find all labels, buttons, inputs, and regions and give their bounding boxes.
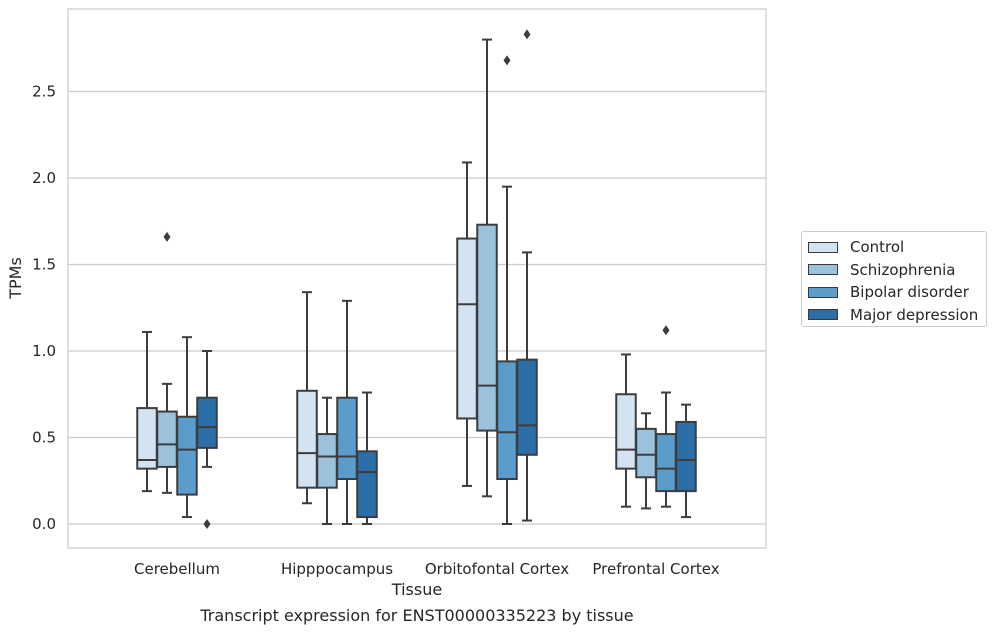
x-tick-label: Orbitofontal Cortex (425, 560, 569, 578)
legend-item: Bipolar disorder (808, 281, 980, 304)
box-cerebellum (156, 231, 178, 494)
box-orbitofontal-cortex (476, 38, 498, 498)
x-tick-label: Hipppocampus (281, 560, 393, 578)
plot-frame (67, 8, 767, 549)
iqr-box (655, 433, 677, 493)
box-orbitofontal-cortex (496, 55, 518, 525)
legend-item: Major depression (808, 304, 980, 327)
box-hipppocampus (336, 299, 358, 525)
legend-swatch (808, 264, 838, 276)
box-cerebellum (136, 330, 158, 493)
box-hipppocampus (296, 291, 318, 505)
iqr-box (496, 360, 518, 481)
box-prefrontal-cortex (675, 403, 697, 519)
x-tick-labels: Cerebellum Hipppocampus Orbitofontal Corte… (134, 560, 720, 578)
iqr-box (196, 396, 218, 449)
box-prefrontal-cortex (615, 353, 637, 508)
series-schizophrenia (156, 38, 657, 525)
x-tick-label: Prefrontal Cortex (592, 560, 719, 578)
iqr-box (476, 223, 498, 432)
box-orbitofontal-cortex (456, 161, 478, 487)
y-tick-label: 1.5 (32, 256, 56, 274)
box-prefrontal-cortex (655, 325, 677, 508)
y-tick-labels: 0.0 0.5 1.0 1.5 2.0 2.5 (32, 83, 56, 534)
legend-swatch (808, 309, 838, 321)
series-major-depression (196, 29, 697, 529)
legend-label: Schizophrenia (850, 260, 956, 279)
legend: Control Schizophrenia Bipolar disorder Majo… (801, 231, 987, 327)
iqr-box (675, 420, 697, 493)
y-tick-label: 0.0 (32, 515, 56, 533)
iqr-box (635, 427, 657, 479)
legend-label: Control (850, 238, 905, 257)
x-axis-label: Tissue (391, 580, 442, 599)
outlier-point (163, 231, 171, 242)
x-tick-label: Cerebellum (134, 560, 220, 578)
legend-label: Major depression (850, 305, 979, 324)
figure-caption: Transcript expression for ENST0000033522… (200, 606, 634, 625)
legend-item: Schizophrenia (808, 259, 980, 282)
legend-swatch (808, 286, 838, 298)
iqr-box (176, 415, 198, 496)
y-tick-label: 2.5 (32, 83, 56, 101)
outlier-point (523, 29, 531, 40)
iqr-box (336, 396, 358, 481)
legend-item: Control (808, 236, 980, 259)
box-cerebellum (176, 336, 198, 519)
box-prefrontal-cortex (635, 412, 657, 510)
iqr-box (615, 393, 637, 470)
iqr-box (296, 389, 318, 489)
iqr-box (356, 450, 378, 519)
box-cerebellum (196, 350, 218, 529)
outlier-point (503, 55, 511, 66)
iqr-box (516, 358, 538, 456)
y-axis-label: TPMs (6, 257, 25, 300)
boxplot-series (136, 29, 697, 529)
iqr-box (316, 433, 338, 489)
y-tick-label: 0.5 (32, 429, 56, 447)
box-hipppocampus (316, 396, 338, 525)
legend-label: Bipolar disorder (850, 283, 969, 302)
series-control (136, 161, 637, 508)
y-tick-label: 2.0 (32, 169, 56, 187)
box-hipppocampus (356, 391, 378, 525)
box-orbitofontal-cortex (516, 29, 538, 522)
series-bipolar-disorder (176, 55, 677, 525)
iqr-box (456, 237, 478, 420)
outlier-point (662, 325, 670, 336)
iqr-box (156, 410, 178, 468)
outlier-point (203, 519, 211, 529)
y-tick-label: 1.0 (32, 342, 56, 360)
legend-swatch (808, 241, 838, 253)
